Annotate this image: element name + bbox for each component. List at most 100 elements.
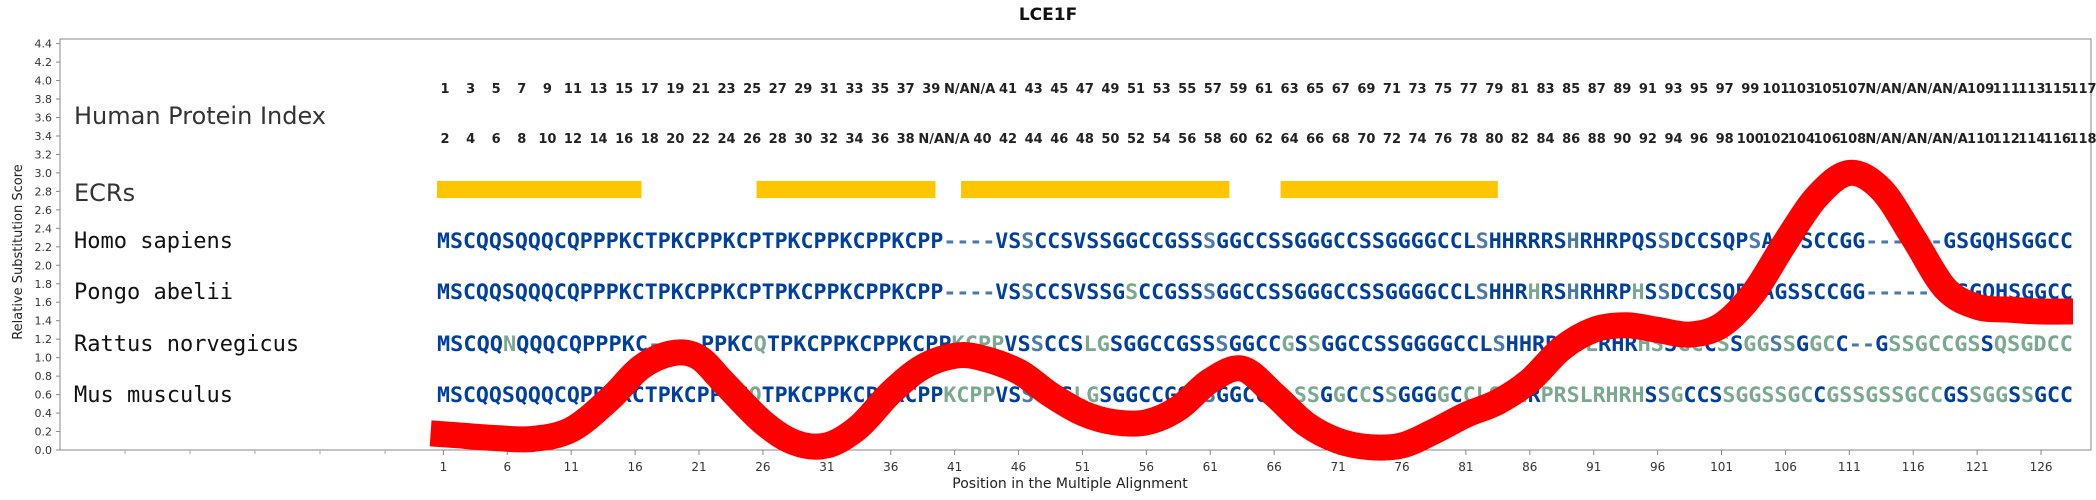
residue: K <box>723 229 736 253</box>
residue: S <box>1387 332 1400 356</box>
residue: C <box>632 229 645 253</box>
index-row1-label: 55 <box>1178 82 1196 97</box>
index-row2-label: 90 <box>1613 132 1631 147</box>
residue: Q <box>1982 229 1995 253</box>
residue: C <box>1242 280 1255 304</box>
residue: C <box>556 332 569 356</box>
residue: S <box>1372 229 1385 253</box>
residue: S <box>1709 280 1722 304</box>
x-tick-label: 46 <box>1011 460 1026 474</box>
residue: C <box>2060 280 2073 304</box>
index-row1-label: 11 <box>564 82 582 97</box>
index-row1-label: 87 <box>1588 82 1606 97</box>
residue: - <box>1865 229 1878 253</box>
residue: C <box>1813 383 1826 407</box>
residue: P <box>833 332 846 356</box>
residue: Q <box>567 383 580 407</box>
index-row1-label: 17 <box>641 82 659 97</box>
residue: H <box>1502 229 1515 253</box>
x-tick-label: 11 <box>564 460 579 474</box>
residue: C <box>1450 383 1463 407</box>
index-row2-label: 2 <box>440 132 449 147</box>
residue: P <box>697 383 710 407</box>
residue: P <box>930 229 943 253</box>
index-row2-label: 20 <box>666 132 684 147</box>
residue: C <box>684 229 697 253</box>
residue: P <box>1619 229 1632 253</box>
residue: L <box>1463 280 1476 304</box>
residue: P <box>917 280 930 304</box>
residue: G <box>1123 332 1136 356</box>
residue: C <box>852 280 865 304</box>
residue: C <box>736 280 749 304</box>
residue: G <box>1112 280 1125 304</box>
residue: D <box>1670 280 1683 304</box>
index-row2-label: 106 <box>1813 132 1840 147</box>
residue: C <box>1696 383 1709 407</box>
index-row1-label: 35 <box>871 82 889 97</box>
y-tick-label: 1.4 <box>35 315 53 328</box>
y-tick-label: 3.6 <box>35 112 53 125</box>
residue: C <box>1138 280 1151 304</box>
x-tick-label: 66 <box>1267 460 1282 474</box>
x-tick-label: 106 <box>1774 460 1797 474</box>
residue: G <box>1125 229 1138 253</box>
index-row1-label: 97 <box>1716 82 1734 97</box>
residue: G <box>1176 332 1189 356</box>
residue: Q <box>1994 332 2007 356</box>
residue: G <box>1424 229 1437 253</box>
index-row2-label: 38 <box>897 132 915 147</box>
x-tick-label: 91 <box>1586 460 1601 474</box>
residue: C <box>1826 229 1839 253</box>
residue: V <box>995 229 1008 253</box>
residue: C <box>463 229 476 253</box>
residue: R <box>1593 383 1606 407</box>
residue: - <box>943 280 956 304</box>
y-tick-label: 0.0 <box>35 444 53 457</box>
residue: S <box>1099 383 1112 407</box>
residue: K <box>723 280 736 304</box>
residue: G <box>1229 332 1242 356</box>
residue: C <box>859 332 872 356</box>
residue: H <box>1567 280 1580 304</box>
index-row2-label: 42 <box>999 132 1017 147</box>
residue: G <box>1307 280 1320 304</box>
residue: G <box>1748 383 1761 407</box>
residue: C <box>1346 229 1359 253</box>
residue: S <box>1177 280 1190 304</box>
residue: S <box>1981 332 1994 356</box>
index-row1-label: 5 <box>492 82 501 97</box>
y-tick-label: 4.2 <box>35 56 53 69</box>
residue: C <box>1255 229 1268 253</box>
index-row2-label: 86 <box>1562 132 1580 147</box>
residue: S <box>2007 332 2020 356</box>
residue: K <box>788 280 801 304</box>
index-row1-label: 57 <box>1204 82 1222 97</box>
index-row2-label: 110 <box>1967 132 1994 147</box>
index-row2-label: 78 <box>1460 132 1478 147</box>
residue: P <box>580 280 593 304</box>
y-tick-label: 2.2 <box>35 241 53 254</box>
residue: P <box>982 383 995 407</box>
x-tick-label: 51 <box>1075 460 1090 474</box>
residue: M <box>437 332 450 356</box>
index-row2-label: 70 <box>1357 132 1375 147</box>
residue: C <box>684 383 697 407</box>
index-row2-label: 14 <box>590 132 608 147</box>
x-tick-label: 1 <box>440 460 448 474</box>
alignment-rows: Homo sapiens MSCQQSQQQCQPPPKCTPKCPPKCPTPK… <box>74 229 2073 408</box>
residue: C <box>1437 229 1450 253</box>
residue: S <box>1031 332 1044 356</box>
residue: P <box>872 332 885 356</box>
residue: S <box>1268 229 1281 253</box>
residue: C <box>1163 332 1176 356</box>
residue: R <box>1606 280 1619 304</box>
residue: S <box>1658 229 1671 253</box>
index-row1-label: 59 <box>1229 82 1247 97</box>
residue: - <box>1917 280 1930 304</box>
residue: G <box>1385 229 1398 253</box>
residue: G <box>1321 332 1334 356</box>
residue: H <box>1606 383 1619 407</box>
residue: H <box>1528 280 1541 304</box>
residue: H <box>1632 280 1645 304</box>
